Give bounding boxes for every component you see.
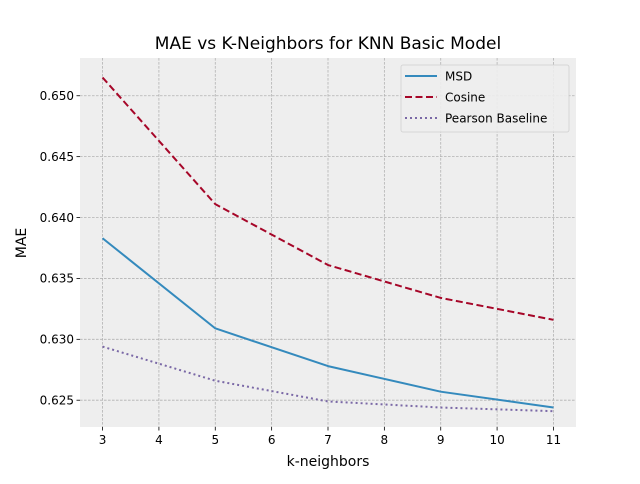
legend-label-msd: MSD bbox=[445, 69, 472, 83]
chart-title: MAE vs K-Neighbors for KNN Basic Model bbox=[155, 34, 501, 54]
x-tick-label: 3 bbox=[99, 433, 107, 447]
series-line-msd bbox=[101, 237, 554, 409]
legend-box bbox=[400, 64, 570, 133]
y-tick-label: 0.635 bbox=[40, 272, 74, 286]
tick-layer: 3 4 5 6 7 8 9 10 11 0.625 0.630 0.635 0.640 0.645 0.65… bbox=[40, 89, 561, 447]
x-tick-label: 5 bbox=[211, 433, 219, 447]
legend-label-pearson-baseline: Pearson Baseline bbox=[445, 111, 547, 125]
x-tick-label: 4 bbox=[155, 433, 163, 447]
legend-label-cosine: Cosine bbox=[445, 90, 485, 104]
x-axis-label: k-neighbors bbox=[287, 454, 370, 470]
y-axis-label: MAE bbox=[14, 228, 30, 259]
x-tick-label: 10 bbox=[489, 433, 504, 447]
y-tick-label: 0.650 bbox=[40, 89, 74, 103]
y-tick-label: 0.640 bbox=[40, 211, 74, 225]
series-layer bbox=[101, 76, 554, 413]
y-tick-label: 0.625 bbox=[40, 394, 74, 408]
legend: MSD Cosine Pearson Baseline bbox=[400, 64, 570, 133]
x-tick-label: 6 bbox=[268, 433, 276, 447]
x-tick-label: 7 bbox=[324, 433, 332, 447]
x-tick-label: 9 bbox=[437, 433, 445, 447]
y-tick-label: 0.645 bbox=[40, 150, 74, 164]
series-line-cosine bbox=[101, 76, 554, 321]
x-tick-label: 11 bbox=[546, 433, 561, 447]
x-tick-label: 8 bbox=[381, 433, 389, 447]
y-tick-label: 0.630 bbox=[40, 333, 74, 347]
